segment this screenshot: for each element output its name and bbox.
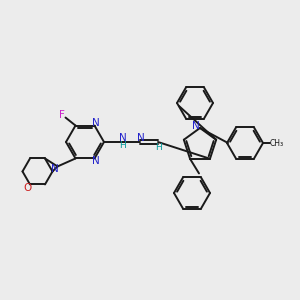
Text: N: N: [92, 118, 99, 128]
Text: CH₃: CH₃: [270, 139, 284, 148]
Text: N: N: [92, 157, 99, 166]
Text: H: H: [120, 142, 126, 151]
Text: N: N: [51, 164, 58, 175]
Text: N: N: [192, 121, 200, 131]
Text: N: N: [119, 133, 127, 143]
Text: O: O: [24, 183, 32, 194]
Text: N: N: [137, 133, 145, 143]
Text: F: F: [58, 110, 64, 119]
Text: H: H: [156, 142, 162, 152]
